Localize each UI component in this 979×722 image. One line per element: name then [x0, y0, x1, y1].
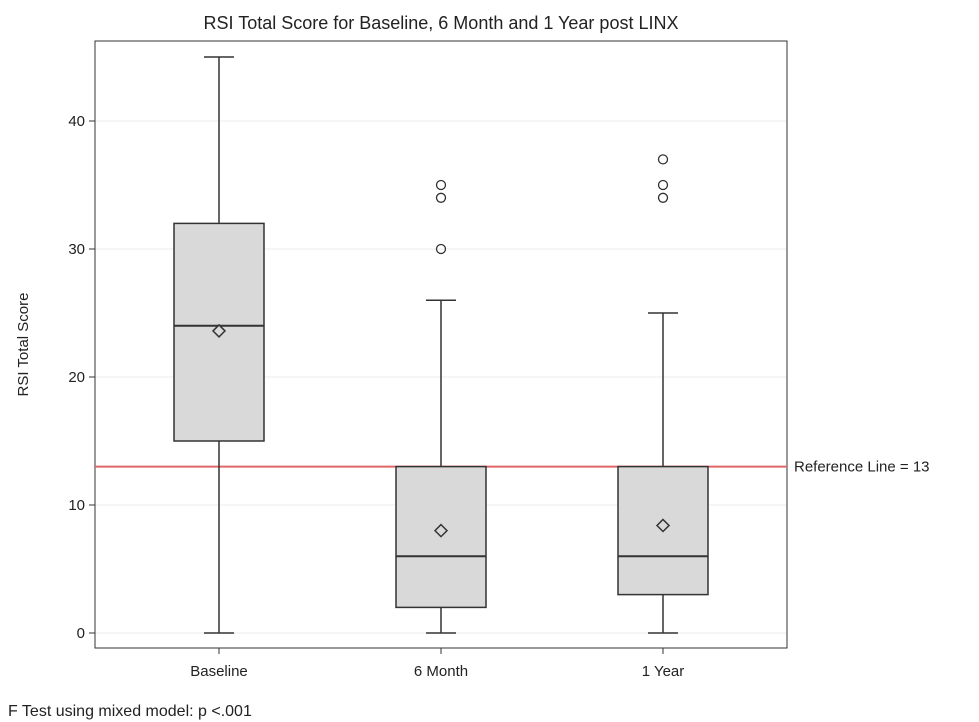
x-tick-label: 1 Year: [642, 663, 685, 680]
outlier-point: [657, 192, 669, 203]
y-tick-label: 40: [68, 113, 85, 130]
outlier-point: [435, 179, 447, 191]
x-tick-label: Baseline: [190, 663, 248, 680]
y-tick-label: 10: [68, 497, 85, 514]
y-tick-label: 0: [77, 625, 85, 642]
mean-marker: [211, 323, 227, 338]
y-tick-label: 30: [68, 241, 85, 258]
footnote: F Test using mixed model: p <.001: [8, 703, 252, 720]
box-2: [395, 179, 487, 634]
outlier-point: [657, 179, 669, 191]
mean-marker: [433, 523, 449, 538]
x-tick-label: 6 Month: [414, 663, 468, 680]
boxes: [173, 56, 709, 634]
y-axis-label: RSI Total Score: [15, 293, 32, 397]
reference-line-label: Reference Line = 13: [794, 459, 930, 476]
outlier-point: [435, 192, 447, 203]
outlier-point: [657, 154, 669, 165]
outlier-point: [435, 243, 447, 255]
x-axis-ticks: Baseline 6 Month 1 Year: [190, 648, 684, 680]
mean-marker: [655, 518, 671, 533]
y-tick-label: 20: [68, 369, 85, 386]
reference-line-group: Reference Line = 13: [95, 459, 930, 476]
box-3: [617, 154, 709, 634]
y-axis-ticks: 0 10 20 30 40: [68, 113, 95, 642]
box-1: [173, 56, 265, 634]
chart-title: RSI Total Score for Baseline, 6 Month an…: [204, 13, 679, 33]
